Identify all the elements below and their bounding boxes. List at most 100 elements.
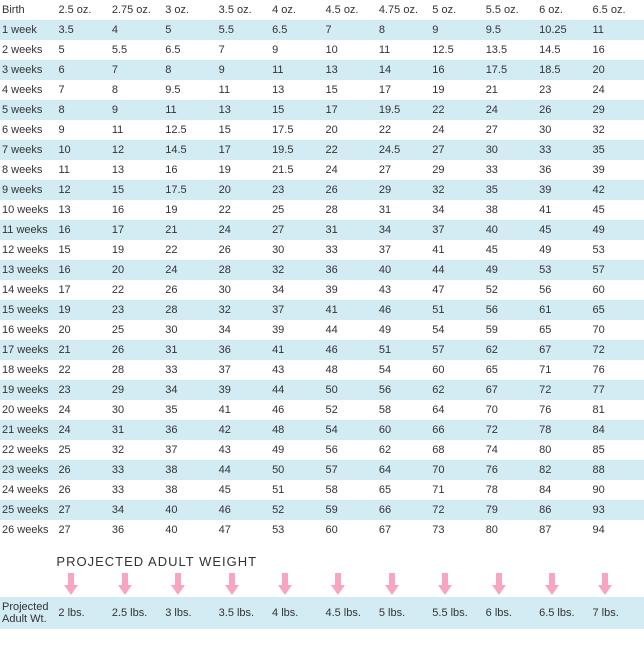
projected-banner-row: PROJECTED ADULT WEIGHT [0,540,644,571]
projected-value-cell: 3.5 lbs. [217,597,270,629]
value-cell: 43 [377,280,430,300]
value-cell: 30 [270,240,323,260]
value-cell: 17 [110,220,163,240]
value-cell: 36 [537,160,590,180]
value-cell: 36 [217,340,270,360]
header-weight-col: 4 oz. [270,0,323,20]
age-cell: 10 weeks [0,200,56,220]
value-cell: 5 [56,40,109,60]
value-cell: 54 [377,360,430,380]
value-cell: 31 [323,220,376,240]
value-cell: 43 [217,440,270,460]
value-cell: 26 [56,460,109,480]
value-cell: 44 [430,260,483,280]
value-cell: 77 [591,380,644,400]
value-cell: 57 [323,460,376,480]
table-row: 14 weeks1722263034394347525660 [0,280,644,300]
value-cell: 23 [56,380,109,400]
value-cell: 56 [377,380,430,400]
value-cell: 16 [591,40,644,60]
value-cell: 67 [537,340,590,360]
value-cell: 36 [163,420,216,440]
value-cell: 35 [163,400,216,420]
table-row: 2 weeks55.56.579101112.513.514.516 [0,40,644,60]
value-cell: 9.5 [163,80,216,100]
value-cell: 31 [110,420,163,440]
value-cell: 67 [484,380,537,400]
value-cell: 28 [323,200,376,220]
value-cell: 19.5 [270,140,323,160]
age-cell: 21 weeks [0,420,56,440]
value-cell: 13 [323,60,376,80]
value-cell: 42 [217,420,270,440]
value-cell: 87 [537,520,590,540]
value-cell: 37 [163,440,216,460]
value-cell: 68 [430,440,483,460]
value-cell: 62 [377,440,430,460]
value-cell: 26 [163,280,216,300]
value-cell: 72 [484,420,537,440]
value-cell: 84 [591,420,644,440]
value-cell: 12 [56,180,109,200]
value-cell: 19 [56,300,109,320]
value-cell: 38 [163,480,216,500]
value-cell: 30 [537,120,590,140]
table-row: 9 weeks121517.52023262932353942 [0,180,644,200]
header-weight-col: 5.5 oz. [484,0,537,20]
down-arrow-icon [323,571,376,597]
down-arrow-icon [163,571,216,597]
table-row: 20 weeks2430354146525864707681 [0,400,644,420]
value-cell: 71 [430,480,483,500]
value-cell: 24 [484,100,537,120]
header-weight-col: 6.5 oz. [591,0,644,20]
value-cell: 14.5 [537,40,590,60]
value-cell: 37 [270,300,323,320]
table-row: 18 weeks2228333743485460657176 [0,360,644,380]
age-cell: 9 weeks [0,180,56,200]
value-cell: 11 [270,60,323,80]
header-weight-col: 3.5 oz. [217,0,270,20]
value-cell: 65 [484,360,537,380]
value-cell: 12.5 [430,40,483,60]
value-cell: 70 [591,320,644,340]
age-cell: 8 weeks [0,160,56,180]
value-cell: 39 [323,280,376,300]
value-cell: 25 [110,320,163,340]
value-cell: 4 [110,20,163,40]
value-cell: 36 [110,520,163,540]
header-row: Birth2.5 oz.2.75 oz.3 oz.3.5 oz.4 oz.4.5… [0,0,644,20]
value-cell: 62 [484,340,537,360]
value-cell: 41 [323,300,376,320]
projected-value-cell: 4.5 lbs. [323,597,376,629]
value-cell: 15 [56,240,109,260]
value-cell: 11 [163,100,216,120]
value-cell: 11 [110,120,163,140]
value-cell: 38 [163,460,216,480]
value-cell: 72 [537,380,590,400]
value-cell: 90 [591,480,644,500]
value-cell: 17 [217,140,270,160]
weight-growth-table: Birth2.5 oz.2.75 oz.3 oz.3.5 oz.4 oz.4.5… [0,0,644,540]
value-cell: 5 [163,20,216,40]
age-cell: 2 weeks [0,40,56,60]
value-cell: 32 [110,440,163,460]
table-row: 5 weeks891113151719.522242629 [0,100,644,120]
table-row: 17 weeks2126313641465157626772 [0,340,644,360]
projected-value-cell: 5.5 lbs. [430,597,483,629]
value-cell: 20 [323,120,376,140]
value-cell: 40 [377,260,430,280]
value-cell: 17.5 [163,180,216,200]
value-cell: 37 [377,240,430,260]
table-row: 15 weeks1923283237414651566165 [0,300,644,320]
value-cell: 34 [217,320,270,340]
value-cell: 30 [484,140,537,160]
value-cell: 33 [484,160,537,180]
header-weight-col: 2.75 oz. [110,0,163,20]
table-row: 4 weeks789.51113151719212324 [0,80,644,100]
down-arrow-icon [590,571,644,597]
age-cell: 11 weeks [0,220,56,240]
value-cell: 26 [110,340,163,360]
value-cell: 8 [377,20,430,40]
value-cell: 13 [217,100,270,120]
value-cell: 30 [163,320,216,340]
